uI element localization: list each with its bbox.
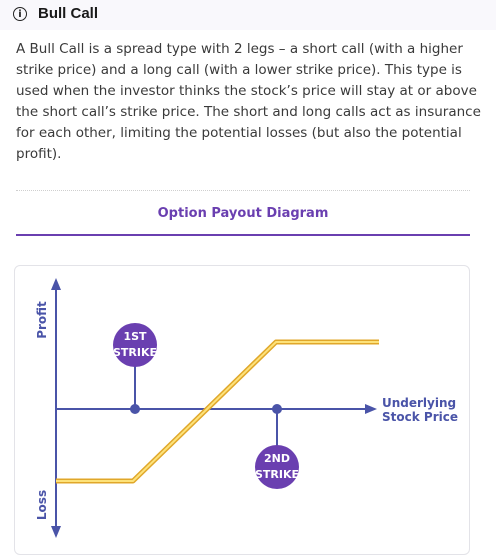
y-axis-loss-label: Loss [35, 490, 49, 520]
y-axis-arrow-up-icon [51, 278, 61, 290]
strategy-description: A Bull Call is a spread type with 2 legs… [16, 41, 481, 162]
payoff-line-outline [56, 339, 379, 484]
strike1-label-line1: 1ST [123, 330, 147, 343]
strike2-badge [255, 445, 299, 489]
y-axis-profit-label: Profit [35, 301, 49, 339]
strike1-dot [130, 404, 140, 414]
y-axis-arrow-down-icon [51, 526, 61, 538]
strike1-badge [113, 323, 157, 367]
x-axis-label-line1: Underlying [382, 396, 456, 410]
diagram-title-underline [16, 234, 470, 236]
payoff-line [56, 341, 379, 482]
strike1-label-line2: STRIKE [113, 346, 157, 359]
strike2-dot [272, 404, 282, 414]
dotted-divider [16, 190, 470, 191]
section-header: i Bull Call [0, 0, 496, 30]
diagram-title: Option Payout Diagram [157, 206, 329, 221]
x-axis-label-line2: Stock Price [382, 410, 458, 424]
info-icon: i [13, 7, 27, 21]
strike2-label-line1: 2ND [264, 452, 290, 465]
x-axis-arrow-icon [365, 404, 377, 414]
strike2-label-line2: STRIKE [255, 468, 299, 481]
section-title: Bull Call [38, 5, 99, 22]
